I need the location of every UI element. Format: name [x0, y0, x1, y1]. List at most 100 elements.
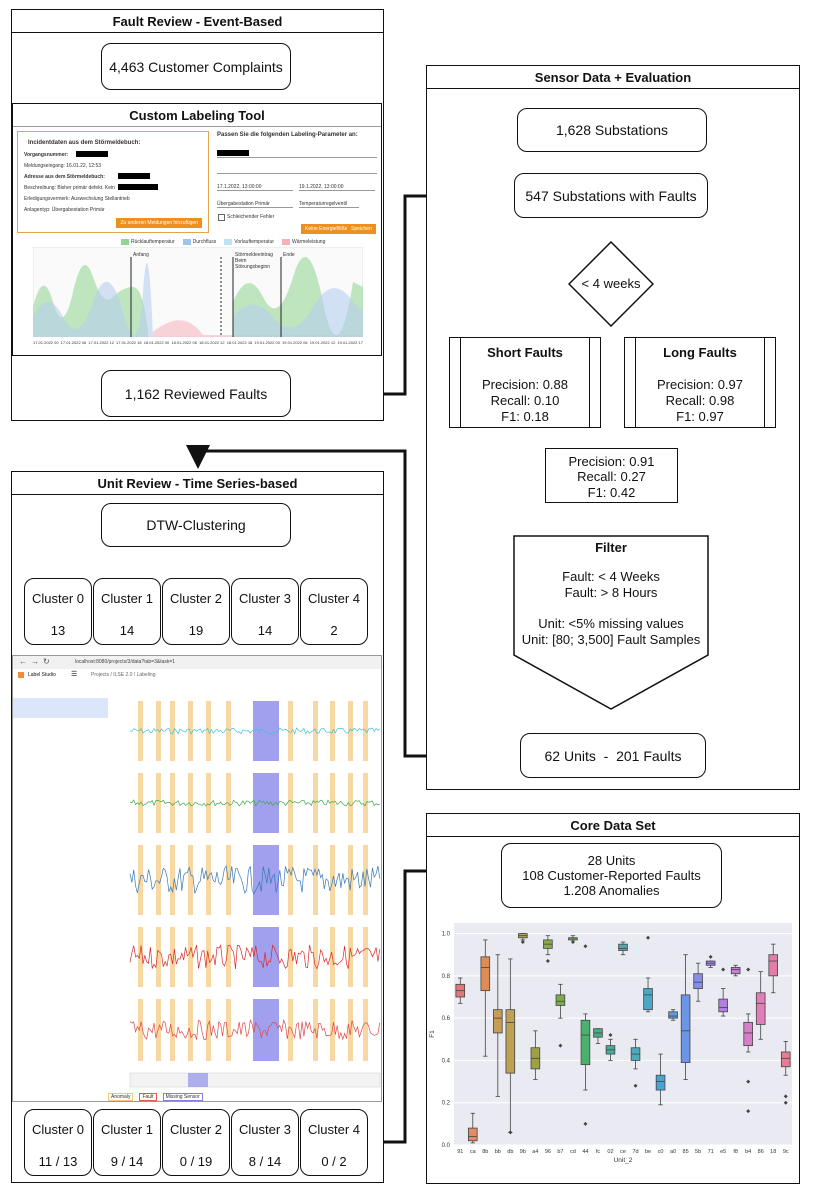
long-faults-title: Long Faults — [663, 345, 737, 360]
cluster-box: Cluster 3 14 — [231, 578, 299, 645]
anomaly-band — [226, 927, 231, 987]
x-tick-label: fc — [596, 1149, 601, 1155]
x-tick-label: a0 — [670, 1149, 676, 1155]
box — [555, 994, 566, 1006]
incident-field: Meldungseingang: 16.01.22, 12:53 — [24, 163, 102, 169]
checkbox[interactable] — [218, 214, 225, 221]
cluster-box: Cluster 0 13 — [24, 578, 92, 645]
x-tick-label: 86 — [758, 1149, 764, 1155]
x-tick: 19.01.2022 12 — [309, 340, 336, 345]
cluster-name: Cluster 3 — [238, 1122, 292, 1137]
x-tick-label: 85 — [683, 1149, 689, 1155]
cluster-box: Cluster 4 2 — [300, 578, 368, 645]
add-to-reports-button[interactable]: Zu anderen Meldungen hinzufügen — [116, 218, 202, 228]
x-tick-label: 02 — [607, 1149, 613, 1155]
x-tick: 17.01.2022 00 — [33, 340, 59, 345]
sensor-series-line — [129, 865, 381, 895]
x-tick-label: 8b — [482, 1149, 488, 1155]
x-tick: 18.01.2022 18 — [226, 340, 253, 345]
x-tick-label: c0 — [658, 1149, 664, 1155]
x-tick-label: 7d — [632, 1149, 638, 1155]
x-tick-label: ca — [470, 1149, 477, 1155]
box — [580, 1019, 591, 1066]
outlier-point — [746, 1109, 751, 1114]
param-select[interactable] — [217, 166, 377, 174]
param-end[interactable]: 19.1.2022, 13:00:00 — [299, 184, 375, 191]
param-component[interactable]: Temperaturregelventil — [299, 201, 359, 208]
outlier-point — [708, 954, 713, 959]
y-tick-label: 0.8 — [442, 974, 451, 980]
box — [693, 973, 703, 989]
anomaly-band — [170, 999, 175, 1061]
anomaly-band — [363, 773, 368, 833]
core-units: 28 Units — [587, 853, 636, 868]
label-studio-screenshot: ← → ↻ localhost:8080/projects/3/data?tab… — [12, 655, 382, 1102]
legend-item: Vorlauftemperatur — [224, 239, 274, 245]
box — [755, 992, 766, 1025]
legend-item: Wärmeleistung — [282, 239, 325, 245]
param-type[interactable]: Übergabestation Primär — [217, 201, 293, 208]
box — [743, 1021, 753, 1047]
cluster-ratio: 0 / 2 — [321, 1154, 347, 1169]
y-tick-label: 1.0 — [442, 932, 451, 938]
reload-icon[interactable]: ↻ — [43, 657, 50, 666]
anomaly-band — [313, 773, 318, 833]
outlier-point — [570, 940, 575, 945]
param-select[interactable] — [217, 150, 377, 158]
outlier-point — [783, 1100, 788, 1105]
cluster-count: 13 — [50, 623, 66, 638]
x-tick-label: ce — [620, 1149, 626, 1155]
anomaly-band — [288, 701, 293, 761]
cluster-box: Cluster 1 9 / 14 — [93, 1109, 161, 1176]
anomaly-band — [188, 701, 193, 761]
anomaly-band — [188, 927, 193, 987]
anomaly-band — [138, 845, 143, 915]
anomaly-band — [156, 999, 161, 1061]
box — [505, 1009, 516, 1074]
anomaly-band — [288, 999, 293, 1061]
anomaly-band — [226, 845, 231, 915]
outlier-point — [583, 1121, 588, 1126]
core-data-title: Core Data Set — [427, 814, 799, 837]
app-title: Label Studio — [28, 672, 56, 678]
anomaly-band — [156, 773, 161, 833]
incident-field: Vorgangsnummer: — [24, 152, 69, 158]
x-tick-label: bb — [495, 1149, 501, 1155]
y-tick-label: 0.0 — [442, 1143, 451, 1149]
anomaly-band — [206, 845, 211, 915]
x-tick-label: 71 — [708, 1149, 714, 1155]
sensor-series-line — [129, 1018, 381, 1041]
anomaly-band — [363, 927, 368, 987]
x-tick: 18.01.2022 12 — [199, 340, 225, 345]
box — [493, 1009, 503, 1034]
sensor-series-line — [129, 944, 381, 970]
x-tick-label: 91 — [457, 1149, 463, 1155]
decision-label: < 4 weeks — [581, 276, 641, 291]
x-tick-label: 9b — [520, 1149, 526, 1155]
anomaly-band — [138, 701, 143, 761]
anomaly-band — [226, 701, 231, 761]
menu-icon[interactable]: ☰ — [71, 671, 78, 678]
anomaly-band — [188, 773, 193, 833]
save-button[interactable]: Speichen — [347, 224, 376, 234]
task-list-selected-row[interactable] — [13, 698, 108, 718]
browser-bar: ← → ↻ localhost:8080/projects/3/data?tab… — [13, 656, 381, 670]
anomaly-band — [348, 927, 353, 987]
cluster-count: 2 — [330, 623, 338, 638]
incident-field: Adresse aus dem Störmeldebuch: — [24, 174, 105, 180]
box — [680, 994, 691, 1063]
x-tick-label: db — [507, 1149, 513, 1155]
forward-icon[interactable]: → — [31, 657, 39, 666]
x-axis-label: Unit_2 — [614, 1157, 633, 1164]
core-anomalies: 1.208 Anomalies — [563, 883, 660, 898]
param-start[interactable]: 17.1.2022, 13:00:00 — [217, 184, 293, 191]
box — [768, 954, 779, 977]
url-bar[interactable]: localhost:8080/projects/3/data?tab=3&tas… — [75, 659, 176, 665]
fault-review-title: Fault Review - Event-Based — [12, 10, 383, 33]
anomaly-band — [188, 845, 193, 915]
cluster-box: Cluster 1 14 — [93, 578, 161, 645]
back-icon[interactable]: ← — [19, 657, 27, 666]
no-energy-button[interactable]: Keine Energieflöße — [301, 224, 352, 234]
box — [467, 1127, 478, 1142]
cluster-ratio: 9 / 14 — [110, 1154, 144, 1169]
